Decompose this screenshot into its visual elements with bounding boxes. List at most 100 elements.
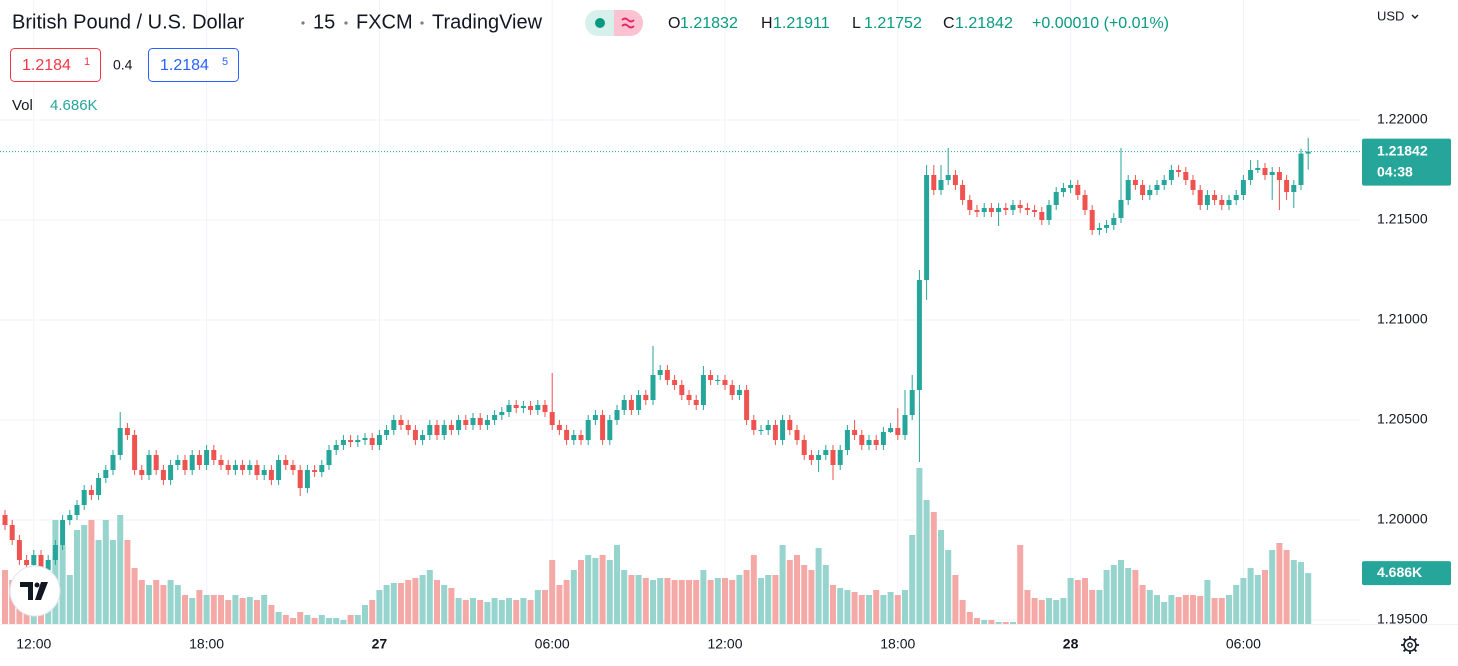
candle-body xyxy=(873,440,879,445)
volume-bar xyxy=(419,575,426,624)
bid-button[interactable]: 1.2184 1 xyxy=(10,48,101,82)
volume-bar xyxy=(1161,602,1168,624)
bid-price: 1.2184 xyxy=(22,57,71,74)
candle-body xyxy=(744,390,750,420)
candle-body xyxy=(312,470,318,472)
candle-body xyxy=(261,470,267,475)
volume-bar xyxy=(462,600,469,624)
candle-body xyxy=(1168,170,1174,180)
volume-bar xyxy=(182,595,188,624)
volume-bar xyxy=(1103,570,1110,624)
volume-bar xyxy=(124,540,131,624)
candle-body xyxy=(434,425,440,435)
volume-bar xyxy=(542,590,548,624)
volume-bar xyxy=(390,583,397,624)
volume-bar xyxy=(556,585,563,624)
volume-bar xyxy=(614,545,620,624)
candle-body xyxy=(1003,208,1009,210)
candle-body xyxy=(751,420,757,430)
candle-body xyxy=(412,430,418,440)
logo-v xyxy=(35,582,48,600)
volume-bar xyxy=(174,585,181,624)
candle-body xyxy=(988,208,994,212)
volume-bar xyxy=(959,600,966,624)
candle-body xyxy=(672,380,678,385)
volume-tag xyxy=(1362,561,1451,586)
volume-bar xyxy=(484,602,491,624)
candle-body xyxy=(81,490,87,505)
volume-bar xyxy=(1002,622,1009,624)
candle-body xyxy=(528,406,534,410)
volume-bar xyxy=(894,595,901,624)
candle-body xyxy=(427,425,433,435)
candle-body xyxy=(1255,168,1261,170)
candle-body xyxy=(384,430,390,435)
volume-bar xyxy=(902,590,908,624)
candle-body xyxy=(607,420,613,440)
candle-body xyxy=(974,210,980,212)
volume-bar xyxy=(354,615,361,624)
candle-body xyxy=(225,465,231,470)
ask-box xyxy=(148,48,239,82)
ohlc-value: 1.21752 xyxy=(864,15,922,32)
volume-bar xyxy=(916,468,923,624)
candle-body xyxy=(967,200,973,210)
volume-bar xyxy=(304,615,311,624)
last-price-tag xyxy=(1362,138,1451,186)
candle-body xyxy=(636,395,642,410)
volume-bar xyxy=(822,565,829,624)
volume-bar xyxy=(1168,595,1175,624)
ask-button[interactable]: 1.2184 5 xyxy=(148,48,239,82)
candle-body xyxy=(715,380,721,381)
y-tick-label: 1.21000 xyxy=(1377,311,1428,327)
candle-body xyxy=(405,425,411,430)
volume-bar xyxy=(815,548,822,624)
ohlc-value: 1.21911 xyxy=(773,15,830,32)
volume-bar xyxy=(117,515,124,624)
currency-menu[interactable]: USD xyxy=(1377,8,1419,23)
market-status-pill[interactable] xyxy=(585,10,643,36)
candle-body xyxy=(132,435,138,470)
candle-body xyxy=(1104,225,1110,228)
candle-body xyxy=(1176,170,1182,172)
x-tick-label: 27 xyxy=(372,636,388,652)
candle-body xyxy=(290,465,296,470)
candle-body xyxy=(981,208,987,212)
volume-bar xyxy=(736,575,743,624)
volume-title: Vol xyxy=(12,97,33,114)
candle-body xyxy=(895,428,901,435)
volume-bar xyxy=(1038,600,1045,624)
candle-body xyxy=(902,415,908,435)
volume-bar xyxy=(203,595,210,624)
candle-body xyxy=(1024,208,1030,210)
volume-bar xyxy=(1154,595,1160,624)
candle-body xyxy=(376,435,382,445)
candle-body xyxy=(729,385,735,395)
candle-body xyxy=(1183,172,1189,180)
tv-logo[interactable] xyxy=(9,565,61,617)
candle-body xyxy=(556,425,562,430)
volume-bar xyxy=(326,618,332,624)
candle-body xyxy=(189,455,195,470)
candle-body xyxy=(952,175,958,185)
candle-body xyxy=(1068,185,1074,188)
candle-body xyxy=(1125,180,1131,200)
candle-body xyxy=(542,405,548,412)
candle-body xyxy=(801,440,807,455)
candle-body xyxy=(254,465,260,475)
volume-bar xyxy=(1031,598,1038,624)
volume-bar xyxy=(138,580,145,624)
volume-bar xyxy=(1096,590,1103,624)
volume-bar xyxy=(1204,580,1211,624)
candle-body xyxy=(168,465,174,480)
volume-bar xyxy=(995,622,1002,624)
volume-bar xyxy=(1067,578,1074,624)
candle-body xyxy=(1291,185,1297,192)
candle-body xyxy=(549,412,555,425)
volume-bar xyxy=(470,598,476,624)
settings-button[interactable] xyxy=(1401,636,1419,654)
volume-bar xyxy=(347,615,354,624)
candle-body xyxy=(268,470,274,480)
bid-pip: 1 xyxy=(84,56,90,68)
volume-bar xyxy=(412,578,419,624)
